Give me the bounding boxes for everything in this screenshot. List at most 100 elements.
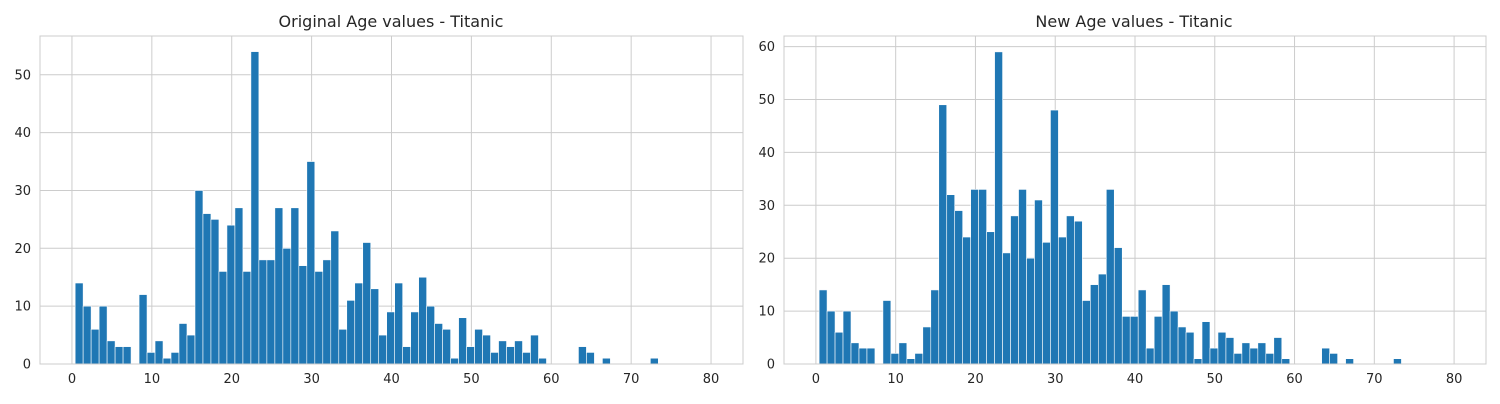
- histogram-bar: [482, 334, 491, 365]
- histogram-bar: [298, 265, 308, 365]
- histogram-bar: [1273, 337, 1283, 365]
- histogram-bar: [994, 51, 1003, 365]
- histogram-bar: [378, 334, 388, 365]
- y-tick-label: 20: [14, 242, 31, 257]
- x-tick-label: 80: [703, 372, 720, 387]
- histogram-bar: [858, 347, 868, 365]
- histogram-bar: [218, 271, 228, 365]
- histogram-bar: [474, 328, 483, 365]
- histogram-bar: [818, 289, 828, 365]
- histogram-bar: [578, 346, 587, 365]
- histogram-bar: [242, 271, 252, 365]
- histogram-bar: [1321, 347, 1330, 365]
- new-age-histogram: New Age values - Titanic 0 10 20 30 40 50 60 70…: [758, 12, 1487, 387]
- histogram-bar: [1098, 273, 1107, 365]
- histogram-bar: [1010, 215, 1019, 365]
- histogram-bar: [882, 300, 892, 365]
- histogram-bar: [1249, 347, 1259, 365]
- plot-area: 0 10 20 30 40 50 60 70 80 0 10 20 30 40 50: [14, 35, 744, 387]
- histogram-bar: [1137, 289, 1147, 365]
- histogram-bar: [538, 357, 547, 365]
- histogram-bar: [122, 346, 132, 365]
- histogram-bar: [1066, 215, 1075, 365]
- y-tick-label: 30: [14, 184, 31, 199]
- histogram-bar: [978, 189, 987, 365]
- y-tick-label: 40: [14, 126, 31, 141]
- histogram-bar: [586, 352, 595, 365]
- x-tick-label: 60: [543, 372, 560, 387]
- histogram-bar: [90, 328, 100, 365]
- histogram-bar: [1105, 189, 1115, 365]
- x-tick-label: 20: [967, 372, 984, 387]
- histogram-bar: [602, 357, 611, 365]
- histogram-bar: [386, 311, 395, 365]
- histogram-bar: [970, 189, 979, 365]
- histogram-bar: [186, 334, 196, 365]
- plot-area: 0 10 20 30 40 50 60 70 80 0 10 20 30 40 50 60: [758, 35, 1487, 387]
- x-tick-label: 40: [1127, 372, 1144, 387]
- x-tick-label: 80: [1446, 372, 1463, 387]
- y-tick-label: 20: [758, 252, 775, 267]
- histogram-bar: [946, 194, 956, 365]
- histogram-bar: [290, 207, 300, 365]
- original-age-histogram: Original Age values - Titanic 0 10 20 30 40 5…: [14, 12, 744, 387]
- histogram-bar: [890, 353, 900, 365]
- histogram-bar: [1018, 189, 1027, 365]
- histogram-bar: [170, 352, 180, 365]
- x-tick-label: 40: [383, 372, 400, 387]
- histogram-bar: [250, 51, 260, 365]
- histogram-bar: [274, 207, 284, 365]
- histogram-bar: [98, 305, 108, 365]
- histogram-bar: [162, 357, 172, 365]
- histogram-bar: [1265, 353, 1275, 365]
- y-tick-label: 0: [767, 358, 775, 373]
- histogram-bar: [1257, 342, 1267, 365]
- x-tick-label: 60: [1286, 372, 1303, 387]
- histogram-bar: [234, 207, 244, 365]
- histogram-bar: [74, 282, 84, 365]
- histogram-bar: [842, 310, 852, 365]
- y-tick-label: 50: [758, 93, 775, 108]
- histogram-bar: [1145, 347, 1155, 365]
- histogram-bar: [906, 358, 916, 365]
- histogram-bar: [834, 331, 844, 365]
- histogram-bar: [1058, 236, 1067, 365]
- x-tick-label: 0: [812, 372, 820, 387]
- histogram-bar: [402, 346, 411, 365]
- chart-title: Original Age values - Titanic: [279, 12, 504, 31]
- histogram-bar: [650, 357, 659, 365]
- histogram-bar: [1281, 358, 1291, 365]
- histogram-bar: [370, 288, 380, 365]
- histogram-bar: [506, 346, 515, 365]
- histogram-bar: [1034, 199, 1043, 365]
- histogram-bar: [114, 346, 124, 365]
- histogram-bar: [458, 317, 467, 365]
- histogram-bar: [1217, 331, 1227, 365]
- histogram-bar: [1161, 284, 1171, 365]
- histogram-bar: [450, 357, 459, 365]
- histogram-bar: [1129, 316, 1139, 365]
- histogram-bar: [1026, 257, 1035, 365]
- histogram-bar: [1042, 242, 1051, 365]
- histogram-bar: [258, 259, 268, 365]
- histogram-bar: [1002, 252, 1011, 365]
- x-tick-label: 30: [1047, 372, 1064, 387]
- histogram-bar: [202, 213, 212, 365]
- histogram-bar: [194, 190, 204, 365]
- histogram-bar: [1193, 358, 1203, 365]
- histogram-bar: [82, 305, 92, 365]
- histogram-bar: [1233, 353, 1243, 365]
- histogram-bar: [146, 352, 156, 365]
- plot-frame: [783, 35, 1487, 365]
- histogram-bar: [178, 323, 188, 365]
- histogram-bar: [866, 347, 876, 365]
- histogram-bar: [426, 305, 435, 365]
- histogram-bar: [986, 231, 995, 365]
- y-tick-label: 10: [14, 300, 31, 315]
- x-tick-label: 20: [223, 372, 240, 387]
- histogram-bar: [1090, 284, 1099, 365]
- histogram-bar: [1169, 310, 1179, 365]
- plot-frame: [39, 35, 744, 365]
